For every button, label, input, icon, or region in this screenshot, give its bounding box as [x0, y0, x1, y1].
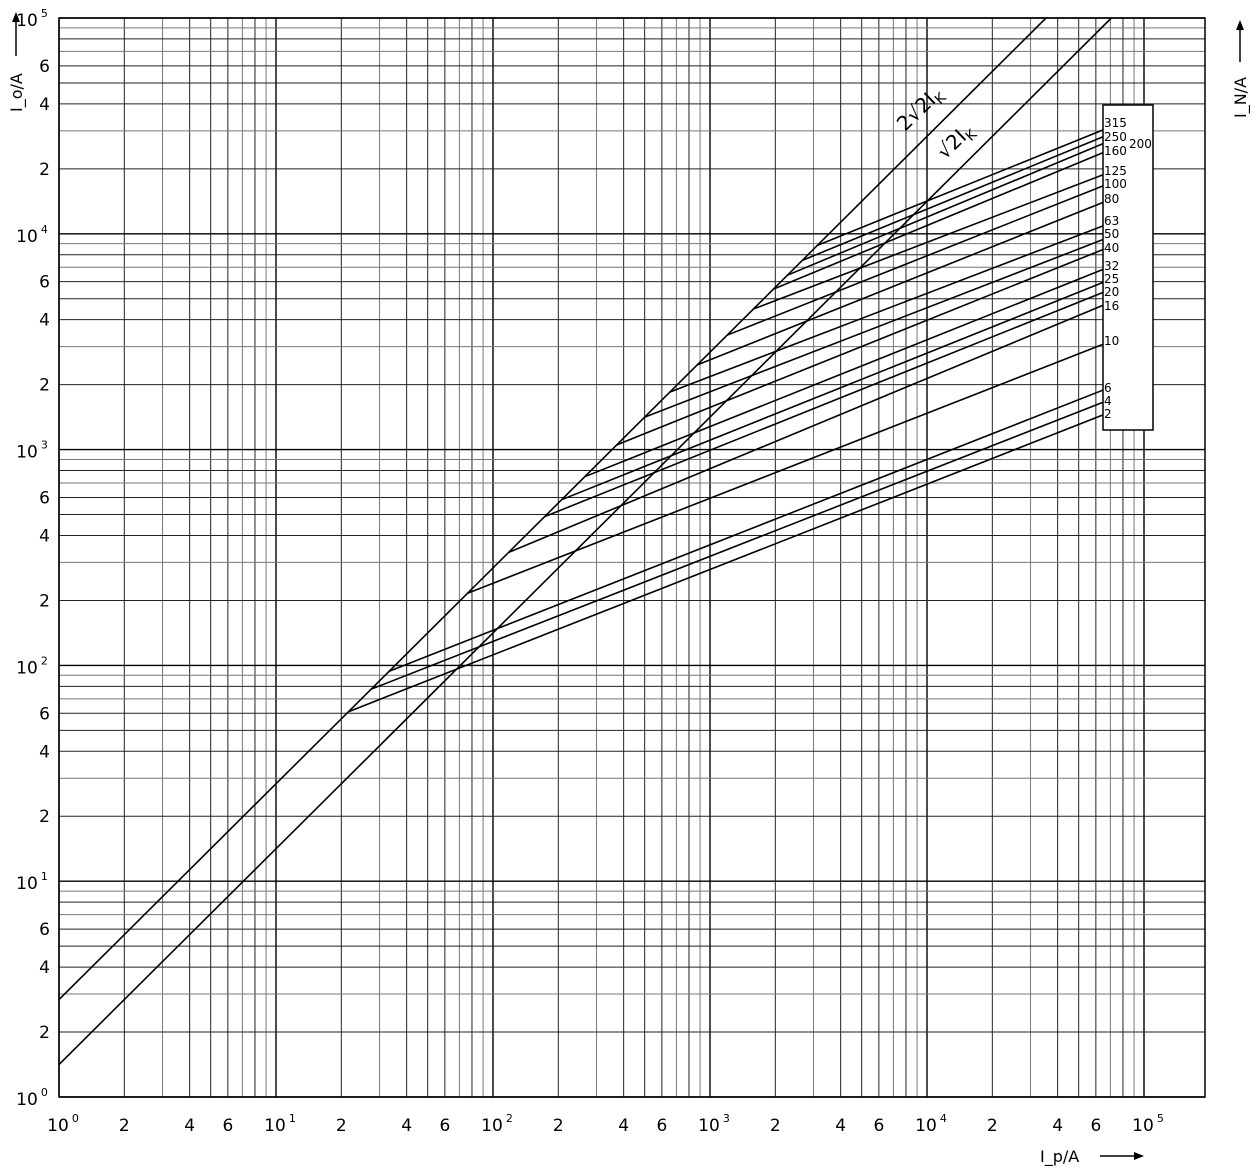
series-label: 32 [1104, 259, 1119, 273]
series-label: 80 [1104, 192, 1119, 206]
y-tick-label: 6 [39, 920, 50, 940]
series-line-32 [584, 268, 1104, 478]
rating-label-box [1102, 104, 1154, 431]
y-tick-label: 10 2 [16, 654, 48, 678]
series-label: 63 [1104, 214, 1119, 228]
x-tick-label: 2 [119, 1116, 130, 1136]
x-tick-label: 6 [439, 1116, 450, 1136]
y-tick-label: 4 [39, 742, 50, 762]
x-tick-label: 4 [401, 1116, 412, 1136]
y-tick-label: 10 4 [16, 223, 48, 247]
x-tick-label: 10 0 [47, 1112, 79, 1136]
y-tick-label: 2 [39, 591, 50, 611]
plot-frame [58, 17, 1206, 1098]
y-tick-label: 2 [39, 160, 50, 180]
y-tick-label: 10 5 [16, 7, 48, 31]
y-tick-label: 4 [39, 95, 50, 115]
series-line-16 [508, 304, 1104, 554]
fuse-series [348, 129, 1104, 713]
series-label: 125 [1104, 164, 1127, 178]
grid [58, 17, 1206, 1098]
reference-line-label: 2√2IK [892, 81, 950, 139]
series-line-25 [561, 281, 1104, 501]
series-label: 20 [1104, 285, 1119, 299]
series-line-6 [388, 389, 1104, 672]
y2-axis-arrowhead [1236, 20, 1244, 30]
y-tick-label: 4 [39, 958, 50, 978]
x-tick-label: 6 [1090, 1116, 1101, 1136]
series-label: 100 [1104, 177, 1127, 191]
y-tick-label: 2 [39, 807, 50, 827]
x-tick-label: 10 1 [264, 1112, 296, 1136]
series-line-4 [370, 401, 1104, 690]
series-label: 50 [1104, 227, 1119, 241]
x-tick-label: 6 [873, 1116, 884, 1136]
series-label: 315 [1104, 116, 1127, 130]
reference-line [58, 17, 1112, 1066]
y-tick-label: 4 [39, 311, 50, 331]
x-tick-label: 2 [987, 1116, 998, 1136]
series-line-10 [467, 343, 1104, 594]
x-axis-label-text: I_p/A [1040, 1147, 1079, 1167]
reference-lines: 2√2IK√2IK [58, 17, 1112, 1066]
series-label: 6 [1104, 381, 1112, 395]
x-tick-label: 2 [770, 1116, 781, 1136]
series-label: 40 [1104, 241, 1119, 255]
y2-axis-label: I_N/A [1231, 20, 1251, 118]
y-tick-label: 4 [39, 526, 50, 546]
series-line-100 [726, 184, 1104, 336]
y-axis-label: I_o/A [7, 12, 27, 112]
x-tick-label: 10 5 [1132, 1112, 1164, 1136]
series-label: 160 [1104, 144, 1127, 158]
x-tick-label: 4 [1052, 1116, 1063, 1136]
y-tick-label: 10 3 [16, 439, 48, 463]
x-axis-arrowhead [1134, 1152, 1144, 1160]
y2-axis-label-text: I_N/A [1231, 77, 1251, 118]
series-label: 16 [1104, 299, 1119, 313]
series-line-50 [644, 238, 1104, 418]
series-line-125 [753, 173, 1104, 310]
y-tick-label: 6 [39, 704, 50, 724]
x-tick-label: 10 3 [698, 1112, 730, 1136]
series-line-250 [801, 135, 1104, 262]
y-tick-label: 6 [39, 57, 50, 77]
series-label: 10 [1104, 334, 1119, 348]
series-label: 25 [1104, 272, 1119, 286]
x-tick-label: 2 [336, 1116, 347, 1136]
y-tick-label: 10 1 [16, 870, 48, 894]
series-line-80 [696, 201, 1104, 366]
y-tick-label: 2 [39, 376, 50, 396]
y-axis-label-text: I_o/A [7, 73, 27, 112]
y-tick-label: 6 [39, 273, 50, 293]
series-label: 4 [1104, 394, 1112, 408]
series-line-40 [616, 248, 1104, 446]
y-tick-label: 2 [39, 1023, 50, 1043]
x-tick-label: 10 4 [915, 1112, 947, 1136]
x-tick-label: 4 [835, 1116, 846, 1136]
y-axis-arrowhead [12, 12, 20, 22]
reference-line [58, 17, 1047, 1001]
series-line-200 [787, 142, 1104, 276]
x-tick-label: 4 [618, 1116, 629, 1136]
y-tick-label: 10 0 [16, 1086, 48, 1110]
x-tick-label: 4 [184, 1116, 195, 1136]
x-tick-label: 2 [553, 1116, 564, 1136]
series-line-63 [669, 224, 1104, 393]
series-label: 200 [1129, 137, 1152, 151]
x-tick-label: 6 [656, 1116, 667, 1136]
series-label: 2 [1104, 407, 1112, 421]
y-tick-label: 6 [39, 488, 50, 508]
series-label: 250 [1104, 130, 1127, 144]
series-line-20 [544, 291, 1104, 518]
x-tick-label: 10 2 [481, 1112, 513, 1136]
series-line-2 [348, 414, 1104, 713]
series-line-315 [817, 129, 1104, 247]
x-tick-label: 6 [222, 1116, 233, 1136]
series-line-160 [773, 151, 1104, 290]
x-axis-label: I_p/A [1040, 1147, 1144, 1167]
